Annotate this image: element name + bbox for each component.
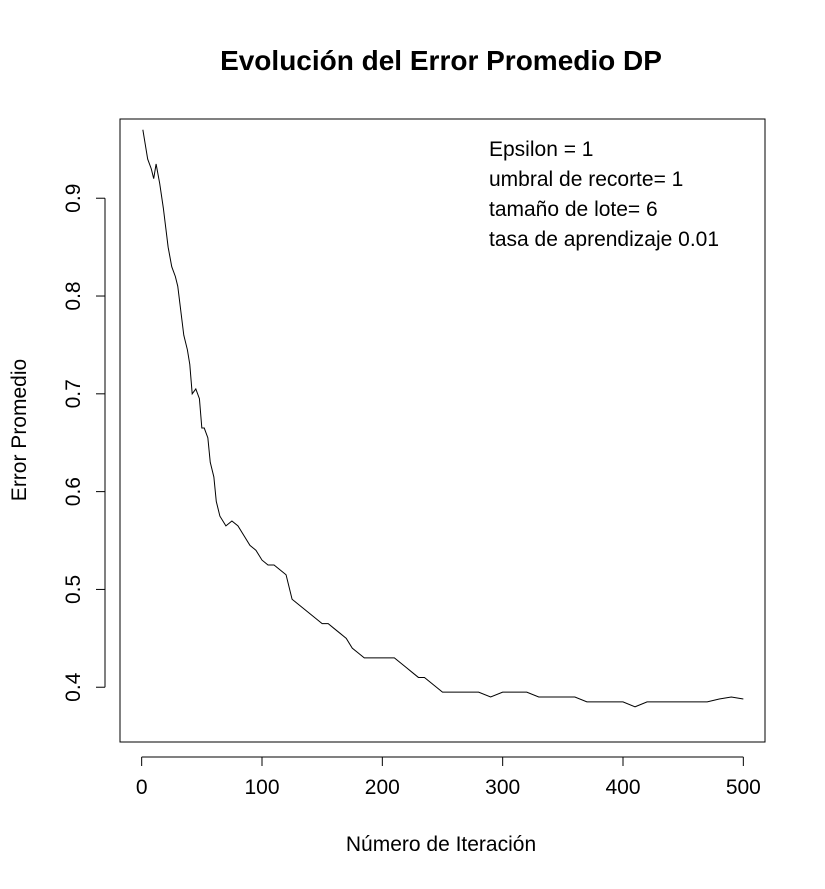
legend-entry: tamaño de lote= 6	[489, 198, 658, 221]
y-tick-label: 0.8	[62, 281, 85, 310]
y-tick-label: 0.5	[62, 575, 85, 604]
legend-entry: umbral de recorte= 1	[489, 168, 683, 191]
legend: Epsilon = 1 umbral de recorte= 1 tamaño de…	[489, 138, 719, 251]
error-series-line	[142, 129, 744, 708]
legend-entry: Epsilon = 1	[489, 138, 594, 161]
plot-area-border	[119, 118, 766, 743]
y-tick-label: 0.7	[62, 379, 85, 408]
y-axis-label: Error Promedio	[8, 359, 31, 501]
x-axis-label: Número de Iteración	[346, 833, 536, 856]
x-tick-label: 200	[365, 776, 400, 799]
x-tick-label: 300	[485, 776, 520, 799]
x-axis: 0 100 200 300 400 500	[136, 756, 761, 799]
y-tick-label: 0.9	[62, 184, 85, 213]
x-tick-label: 500	[726, 776, 761, 799]
legend-entry: tasa de aprendizaje 0.01	[489, 228, 719, 251]
y-axis: 0.4 0.5 0.6 0.7 0.8 0.9	[62, 184, 106, 702]
x-tick-label: 400	[605, 776, 640, 799]
y-tick-label: 0.4	[62, 672, 85, 702]
chart-title: Evolución del Error Promedio DP	[220, 45, 662, 76]
x-tick-label: 100	[244, 776, 279, 799]
x-tick-label: 0	[136, 776, 148, 799]
y-tick-label: 0.6	[62, 477, 85, 506]
